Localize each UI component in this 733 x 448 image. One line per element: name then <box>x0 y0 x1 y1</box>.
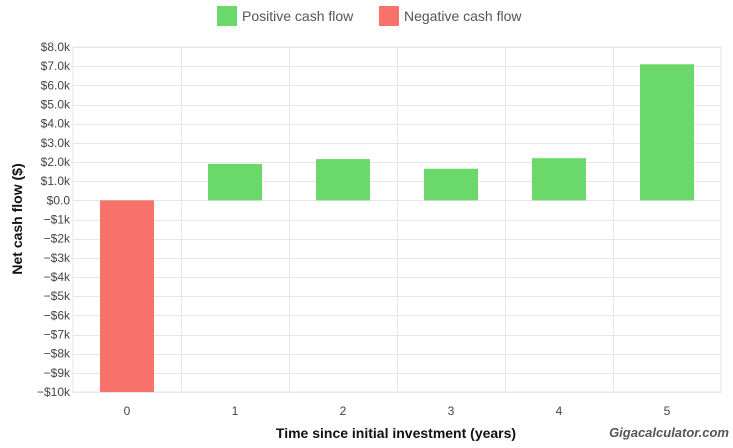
y-tick-label: −$1k <box>44 213 71 227</box>
grid <box>72 46 722 393</box>
legend-swatch <box>217 6 237 26</box>
bar-year-5[interactable] <box>640 64 694 201</box>
y-tick-label: −$5k <box>44 289 71 303</box>
x-tick-label: 5 <box>664 404 671 418</box>
y-tick-label: −$3k <box>44 251 71 265</box>
bar-year-1[interactable] <box>208 163 262 201</box>
legend[interactable]: Positive cash flow Negative cash flow <box>217 6 522 26</box>
y-tick-label: $5.0k <box>41 98 71 112</box>
y-axis-title: Net cash flow ($) <box>9 163 25 274</box>
x-axis-ticks: 0 1 2 3 4 5 <box>124 404 671 418</box>
x-tick-label: 1 <box>232 404 239 418</box>
legend-item-positive[interactable]: Positive cash flow <box>217 6 354 26</box>
y-tick-label: $7.0k <box>41 59 71 73</box>
x-tick-label: 0 <box>124 404 131 418</box>
legend-item-negative[interactable]: Negative cash flow <box>379 6 522 26</box>
y-tick-label: −$10k <box>37 385 71 399</box>
bar-year-3[interactable] <box>424 168 478 201</box>
watermark: Gigacalculator.com <box>609 425 729 440</box>
legend-label: Positive cash flow <box>242 8 354 24</box>
x-tick-label: 2 <box>340 404 347 418</box>
y-tick-label: −$4k <box>44 270 71 284</box>
x-axis-title: Time since initial investment (years) <box>276 425 516 441</box>
bar-year-2[interactable] <box>316 159 370 201</box>
y-tick-label: −$9k <box>44 366 71 380</box>
legend-swatch <box>379 6 399 26</box>
y-tick-label: $0.0 <box>47 193 71 207</box>
y-tick-label: $3.0k <box>41 136 71 150</box>
y-tick-label: $4.0k <box>41 117 71 131</box>
y-tick-label: $2.0k <box>41 155 71 169</box>
y-tick-label: $8.0k <box>41 40 71 54</box>
y-tick-label: $6.0k <box>41 78 71 92</box>
bars <box>100 64 694 392</box>
y-tick-label: $1.0k <box>41 174 71 188</box>
y-tick-label: −$2k <box>44 232 71 246</box>
x-tick-label: 4 <box>556 404 563 418</box>
y-tick-label: −$6k <box>44 308 71 322</box>
y-tick-label: −$8k <box>44 347 71 361</box>
y-axis-ticks: $8.0k $7.0k $6.0k $5.0k $4.0k $3.0k $2.0k $1.0k… <box>37 40 71 399</box>
bar-year-4[interactable] <box>532 158 586 201</box>
legend-label: Negative cash flow <box>404 8 522 24</box>
y-tick-label: −$7k <box>44 328 71 342</box>
bar-year-0[interactable] <box>100 200 154 392</box>
x-tick-label: 3 <box>448 404 455 418</box>
